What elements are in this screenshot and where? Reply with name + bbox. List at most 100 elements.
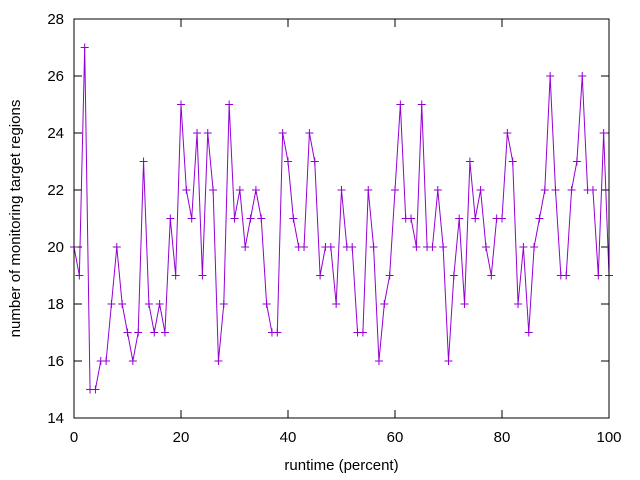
data-point-marker bbox=[187, 214, 196, 223]
y-tick-label: 24 bbox=[47, 125, 64, 142]
data-point-marker bbox=[396, 100, 405, 109]
data-point-marker bbox=[177, 100, 185, 109]
data-point-marker bbox=[118, 300, 127, 308]
data-point-marker bbox=[273, 328, 282, 337]
y-tick-label: 26 bbox=[47, 68, 64, 85]
x-axis-title: runtime (percent) bbox=[284, 457, 398, 474]
data-point-marker bbox=[150, 328, 159, 337]
data-point-marker bbox=[128, 357, 137, 365]
y-tick-label: 22 bbox=[47, 182, 64, 199]
data-point-marker bbox=[417, 100, 426, 109]
data-point-marker bbox=[91, 385, 100, 394]
data-point-marker bbox=[369, 243, 378, 251]
data-point-marker bbox=[428, 243, 437, 251]
data-point-marker bbox=[337, 186, 346, 194]
data-point-marker bbox=[358, 328, 367, 337]
y-axis-title: number of monitoring target regions bbox=[7, 100, 24, 338]
data-point-marker bbox=[572, 157, 581, 166]
data-point-marker bbox=[284, 157, 292, 166]
data-point-marker bbox=[407, 214, 416, 223]
data-point-marker bbox=[182, 186, 191, 194]
series-line bbox=[73, 47, 610, 390]
y-tick-label: 18 bbox=[47, 296, 64, 313]
data-point-marker bbox=[519, 243, 528, 251]
data-point-marker bbox=[171, 271, 180, 280]
data-point-marker bbox=[439, 243, 448, 251]
data-point-marker bbox=[300, 243, 309, 251]
data-point-marker bbox=[433, 186, 442, 194]
data-point-marker bbox=[310, 157, 319, 166]
data-point-marker bbox=[487, 271, 496, 280]
data-point-marker bbox=[594, 271, 603, 280]
data-point-marker bbox=[562, 271, 571, 280]
x-tick-label: 100 bbox=[596, 429, 621, 446]
data-point-marker bbox=[471, 214, 480, 223]
data-point-marker bbox=[412, 243, 421, 251]
data-point-marker bbox=[155, 300, 164, 308]
data-point-marker bbox=[241, 243, 250, 251]
data-point-marker bbox=[251, 186, 260, 194]
data-point-marker bbox=[278, 129, 287, 137]
data-point-marker bbox=[102, 357, 111, 365]
plot-frame bbox=[73, 18, 610, 419]
data-point-marker bbox=[262, 300, 271, 308]
data-point-marker bbox=[364, 186, 373, 194]
data-point-marker bbox=[508, 157, 517, 166]
data-point-marker bbox=[289, 214, 298, 223]
data-point-marker bbox=[80, 43, 89, 52]
data-point-marker bbox=[599, 129, 608, 137]
data-point-marker bbox=[305, 129, 314, 137]
data-point-marker bbox=[139, 157, 148, 166]
data-point-marker bbox=[535, 214, 544, 223]
data-point-marker bbox=[123, 328, 132, 337]
y-tick-label: 28 bbox=[47, 11, 64, 28]
data-point-marker bbox=[107, 300, 116, 308]
data-point-marker bbox=[455, 214, 464, 223]
data-point-marker bbox=[316, 271, 325, 280]
data-point-marker bbox=[551, 186, 560, 194]
data-point-marker bbox=[546, 72, 555, 80]
data-point-marker bbox=[257, 214, 266, 223]
data-point-marker bbox=[203, 129, 212, 137]
data-point-marker bbox=[198, 271, 207, 280]
data-point-marker bbox=[391, 186, 399, 194]
plot-series bbox=[70, 43, 613, 394]
data-point-marker bbox=[374, 357, 383, 365]
data-point-marker bbox=[246, 214, 255, 223]
data-point-marker bbox=[444, 357, 453, 365]
data-point-marker bbox=[112, 243, 121, 251]
x-tick-label: 0 bbox=[70, 429, 78, 446]
x-tick-label: 20 bbox=[173, 429, 190, 446]
x-tick-label: 60 bbox=[387, 429, 404, 446]
data-point-marker bbox=[481, 243, 490, 251]
y-tick-label: 20 bbox=[47, 239, 64, 256]
data-point-marker bbox=[588, 186, 597, 194]
y-tick-label: 16 bbox=[47, 353, 64, 370]
data-point-marker bbox=[235, 186, 244, 194]
data-point-marker bbox=[230, 214, 239, 223]
y-tick-label: 14 bbox=[47, 410, 64, 427]
data-point-marker bbox=[75, 271, 84, 280]
x-tick-label: 80 bbox=[494, 429, 511, 446]
data-point-marker bbox=[134, 328, 143, 337]
data-point-marker bbox=[465, 157, 474, 166]
data-point-marker bbox=[380, 300, 389, 308]
data-point-marker bbox=[332, 300, 341, 308]
data-point-marker bbox=[214, 357, 223, 365]
data-point-marker bbox=[166, 214, 175, 223]
data-point-marker bbox=[503, 129, 512, 137]
data-point-marker bbox=[578, 72, 587, 80]
data-point-marker bbox=[524, 328, 533, 337]
data-point-marker bbox=[219, 300, 228, 308]
data-point-marker bbox=[209, 186, 218, 194]
data-point-marker bbox=[567, 186, 576, 194]
data-point-marker bbox=[498, 214, 506, 223]
data-point-marker bbox=[193, 129, 202, 137]
data-point-marker bbox=[460, 300, 469, 308]
data-point-marker bbox=[385, 271, 394, 280]
x-tick-label: 40 bbox=[280, 429, 297, 446]
data-point-marker bbox=[449, 271, 458, 280]
data-point-marker bbox=[348, 243, 357, 251]
data-point-marker bbox=[540, 186, 549, 194]
